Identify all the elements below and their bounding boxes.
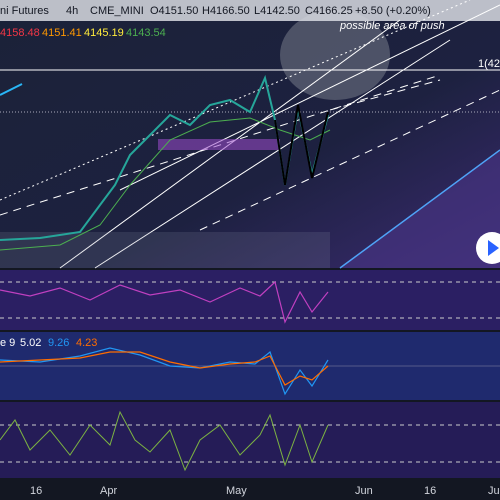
w-pattern xyxy=(274,104,329,186)
time-label: 16 xyxy=(424,485,436,497)
trend-line xyxy=(0,0,471,201)
ma-value: 4151.41 xyxy=(42,27,82,39)
ohlc-low: L4142.50 xyxy=(254,5,300,17)
osc-line xyxy=(0,410,329,472)
ohlc-high: H4166.50 xyxy=(202,5,250,17)
trend-line xyxy=(94,39,451,269)
time-label: Ju xyxy=(488,485,500,497)
time-axis xyxy=(0,480,500,500)
ma-value: 4158.48 xyxy=(0,27,40,39)
macd-line xyxy=(0,347,329,396)
time-label: Apr xyxy=(100,485,117,497)
ohlc-close: C4166.25 xyxy=(305,5,353,17)
price-label: 1(42 xyxy=(478,58,500,70)
header-bar xyxy=(0,0,500,21)
change: +8.50 (+0.20%) xyxy=(355,5,431,17)
play-icon xyxy=(488,240,499,256)
macd-value: 4.23 xyxy=(76,337,97,349)
annotation: possible area of push xyxy=(339,20,445,32)
rsi-pane xyxy=(0,270,500,330)
ma-value: 4145.19 xyxy=(84,27,124,39)
ma-line xyxy=(0,117,331,251)
volume xyxy=(0,232,330,268)
time-label: 16 xyxy=(30,485,42,497)
exchange: CME_MINI xyxy=(90,5,144,17)
time-label: May xyxy=(226,485,247,497)
dashed-line xyxy=(329,79,441,111)
blue-line xyxy=(0,83,23,96)
rsi-line xyxy=(0,280,329,324)
trend-line xyxy=(119,4,500,191)
time-label: Jun xyxy=(355,485,373,497)
channel-line xyxy=(339,149,500,269)
macd-label: e 9 xyxy=(0,337,15,349)
symbol: ni Futures xyxy=(0,5,49,17)
interval: 4h xyxy=(66,5,78,17)
signal-line xyxy=(0,351,329,386)
zone-box xyxy=(158,139,280,150)
macd-value: 5.02 xyxy=(20,337,41,349)
push-area xyxy=(280,10,390,100)
ohlc-open: O4151.50 xyxy=(150,5,198,17)
macd-value: 9.26 xyxy=(48,337,69,349)
ma-value: 4143.54 xyxy=(126,27,166,39)
osc-pane xyxy=(0,402,500,478)
